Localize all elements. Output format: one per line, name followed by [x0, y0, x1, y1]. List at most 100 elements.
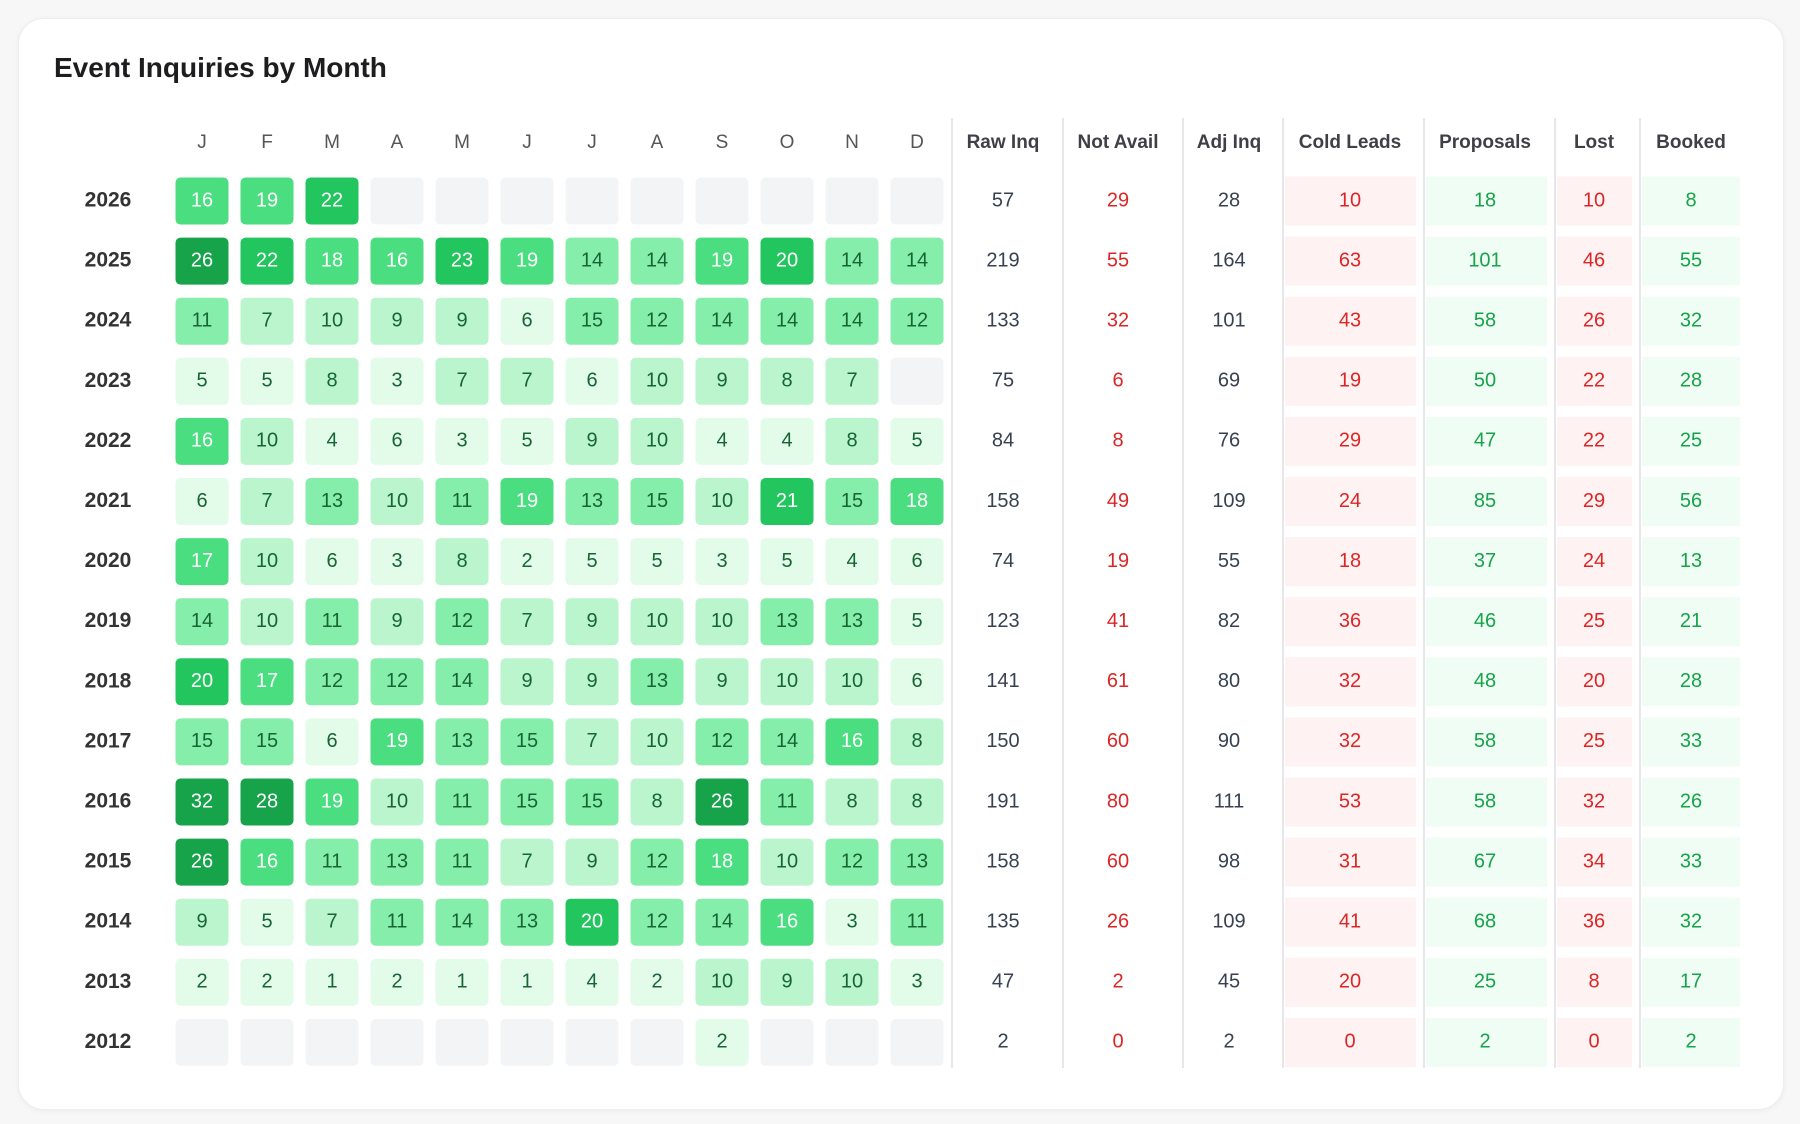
heat-cell [305, 538, 359, 586]
summary-cell-bg [1426, 597, 1547, 647]
summary-value: 84 [992, 430, 1014, 452]
summary-cell-bg [1285, 296, 1416, 346]
heat-cell-value: 2 [196, 971, 207, 993]
summary-value: 158 [986, 490, 1019, 512]
heat-cell [435, 538, 489, 586]
summary-value: 10 [1583, 189, 1605, 211]
heat-cell-value: 7 [261, 309, 272, 331]
heat-cell [500, 237, 554, 285]
heat-cell-value: 5 [586, 550, 597, 572]
year-label: 2015 [85, 850, 132, 873]
summary-cell-bg [1285, 416, 1416, 466]
heat-cell [890, 598, 944, 646]
heat-cell [695, 478, 749, 525]
heat-cell-value: 6 [586, 370, 597, 392]
heat-cell-value: 15 [581, 309, 603, 331]
summary-value: 26 [1107, 910, 1129, 932]
heat-cell [825, 357, 879, 405]
heat-cell-value: 11 [192, 309, 213, 331]
heat-cell-value: 8 [781, 370, 792, 392]
heat-cell-value: 11 [322, 610, 343, 632]
summary-value: 48 [1474, 670, 1496, 692]
heat-cell [760, 658, 814, 706]
heat-cell-value: 9 [456, 309, 467, 331]
heat-cell [370, 417, 424, 465]
summary-cell-bg [1557, 296, 1632, 346]
summary-value: 75 [992, 370, 1014, 392]
summary-value: 19 [1339, 370, 1361, 392]
heat-cell [695, 658, 749, 706]
heat-cell-value: 13 [386, 850, 408, 872]
heat-cell [435, 478, 489, 525]
month-header: A [651, 132, 664, 153]
heat-cell [695, 297, 749, 345]
month-header: M [454, 132, 470, 153]
heat-cell-value: 3 [391, 550, 402, 572]
heat-cell [760, 538, 814, 586]
summary-value: 56 [1680, 490, 1702, 512]
heat-cell [695, 357, 749, 405]
heat-cell [500, 778, 554, 826]
summary-value: 141 [986, 670, 1019, 692]
year-label: 2023 [85, 369, 132, 392]
summary-value: 31 [1339, 850, 1361, 872]
heat-cell [825, 958, 879, 1006]
heat-cell-value: 7 [521, 370, 532, 392]
summary-cell-bg [1285, 176, 1416, 226]
heat-cell [890, 838, 944, 886]
heat-cell-value: 12 [906, 309, 928, 331]
heat-cell [240, 778, 294, 826]
heat-cell-value: 15 [516, 790, 538, 812]
heat-cell [370, 357, 424, 405]
heat-cell [760, 598, 814, 646]
summary-value: 133 [986, 309, 1019, 331]
heat-cell [500, 1018, 554, 1066]
summary-value: 24 [1339, 490, 1361, 512]
heat-cell-value: 6 [391, 430, 402, 452]
heat-cell-value: 1 [521, 971, 532, 993]
heat-cell [760, 297, 814, 345]
heat-cell-value: 9 [391, 610, 402, 632]
summary-value: 2 [1685, 1031, 1696, 1053]
heat-cell [435, 898, 489, 946]
heat-cell [370, 478, 424, 525]
summary-value: 158 [986, 850, 1019, 872]
heat-cell-value: 2 [651, 971, 662, 993]
summary-value: 26 [1583, 309, 1605, 331]
heat-cell-value: 8 [911, 730, 922, 752]
summary-cell-bg [1642, 717, 1740, 767]
summary-value: 32 [1339, 670, 1361, 692]
heat-cell [695, 177, 749, 225]
summary-value: 58 [1474, 730, 1496, 752]
heat-cell-value: 10 [646, 430, 668, 452]
heat-cell [825, 237, 879, 285]
heat-cell [630, 598, 684, 646]
summary-value: 22 [1583, 370, 1605, 392]
summary-cell-bg [1426, 537, 1547, 587]
heat-cell [240, 417, 294, 465]
summary-cell-bg [1285, 236, 1416, 286]
heat-cell-value: 9 [586, 610, 597, 632]
heat-cell [825, 898, 879, 946]
heat-cell [175, 838, 229, 886]
summary-header: Raw Inq [967, 132, 1040, 153]
summary-cell-bg [1642, 597, 1740, 647]
summary-cell-bg [1285, 957, 1416, 1007]
summary-value: 46 [1583, 249, 1605, 271]
summary-cell-bg [1285, 897, 1416, 947]
summary-cell-bg [1285, 837, 1416, 887]
summary-header: Adj Inq [1197, 132, 1261, 153]
heat-cell-value: 14 [841, 249, 863, 271]
heat-cell [630, 297, 684, 345]
summary-value: 0 [1588, 1031, 1599, 1053]
heat-cell-value: 10 [256, 610, 278, 632]
summary-value: 32 [1680, 910, 1702, 932]
summary-cell-bg [1557, 416, 1632, 466]
summary-cell-bg [1426, 957, 1547, 1007]
heat-cell [890, 237, 944, 285]
heat-cell-value: 8 [651, 790, 662, 812]
heat-cell-value: 8 [846, 430, 857, 452]
heat-cell-value: 19 [516, 249, 538, 271]
heat-cell-value: 7 [261, 490, 272, 512]
heat-cell-value: 1 [456, 971, 467, 993]
